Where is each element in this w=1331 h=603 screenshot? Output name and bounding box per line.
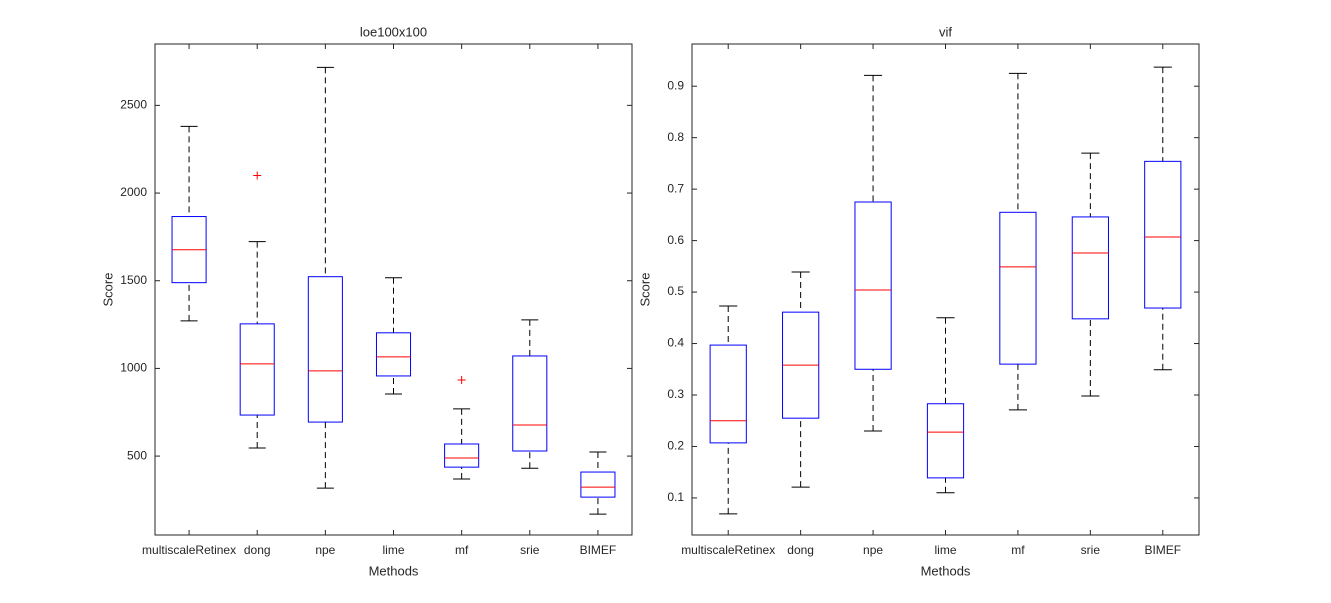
y-tick-label: 0.8 <box>667 130 684 144</box>
axes-box <box>691 43 1200 536</box>
box <box>375 332 412 377</box>
chart-title: loe100x100 <box>360 24 427 39</box>
y-tick-label: 0.7 <box>667 181 684 195</box>
chart-title: vif <box>939 24 952 39</box>
box <box>709 344 747 444</box>
y-tick-label: 0.2 <box>667 439 684 453</box>
box <box>444 443 480 468</box>
x-tick-label: npe <box>315 543 335 557</box>
box <box>239 323 275 416</box>
y-tick-label: 2500 <box>120 98 147 112</box>
y-tick-label: 0.3 <box>667 387 684 401</box>
box <box>512 355 548 452</box>
box <box>926 403 965 479</box>
y-tick-label: 0.1 <box>667 490 684 504</box>
outlier <box>457 375 466 384</box>
box <box>307 276 343 423</box>
x-tick-label: mf <box>455 543 469 557</box>
y-axis-label: Score <box>637 273 652 307</box>
y-tick-label: 0.5 <box>667 284 684 298</box>
box <box>854 201 892 370</box>
x-tick-label: dong <box>787 543 814 557</box>
x-tick-label: lime <box>382 543 404 557</box>
x-tick-label: dong <box>244 543 271 557</box>
x-tick-label: npe <box>863 543 883 557</box>
box <box>1071 216 1109 320</box>
x-axis-label: Methods <box>921 563 971 578</box>
x-tick-label: mf <box>1011 543 1025 557</box>
x-tick-label: multiscaleRetinex <box>681 543 775 557</box>
box <box>1144 160 1182 309</box>
x-tick-label: BIMEF <box>1144 543 1181 557</box>
y-axis-label: Score <box>100 273 115 307</box>
x-tick-label: srie <box>520 543 540 557</box>
y-tick-label: 0.9 <box>667 78 684 92</box>
outlier <box>253 171 262 180</box>
y-tick-label: 2000 <box>120 185 147 199</box>
box <box>999 211 1037 365</box>
y-tick-label: 1000 <box>120 361 147 375</box>
box <box>580 471 616 498</box>
y-tick-label: 500 <box>127 448 147 462</box>
x-axis-label: Methods <box>369 563 419 578</box>
y-tick-label: 0.4 <box>667 336 684 350</box>
x-tick-label: multiscaleRetinex <box>142 543 236 557</box>
x-tick-label: BIMEF <box>580 543 617 557</box>
x-tick-label: lime <box>934 543 956 557</box>
y-tick-label: 1500 <box>120 273 147 287</box>
y-tick-label: 0.6 <box>667 233 684 247</box>
x-tick-label: srie <box>1081 543 1101 557</box>
